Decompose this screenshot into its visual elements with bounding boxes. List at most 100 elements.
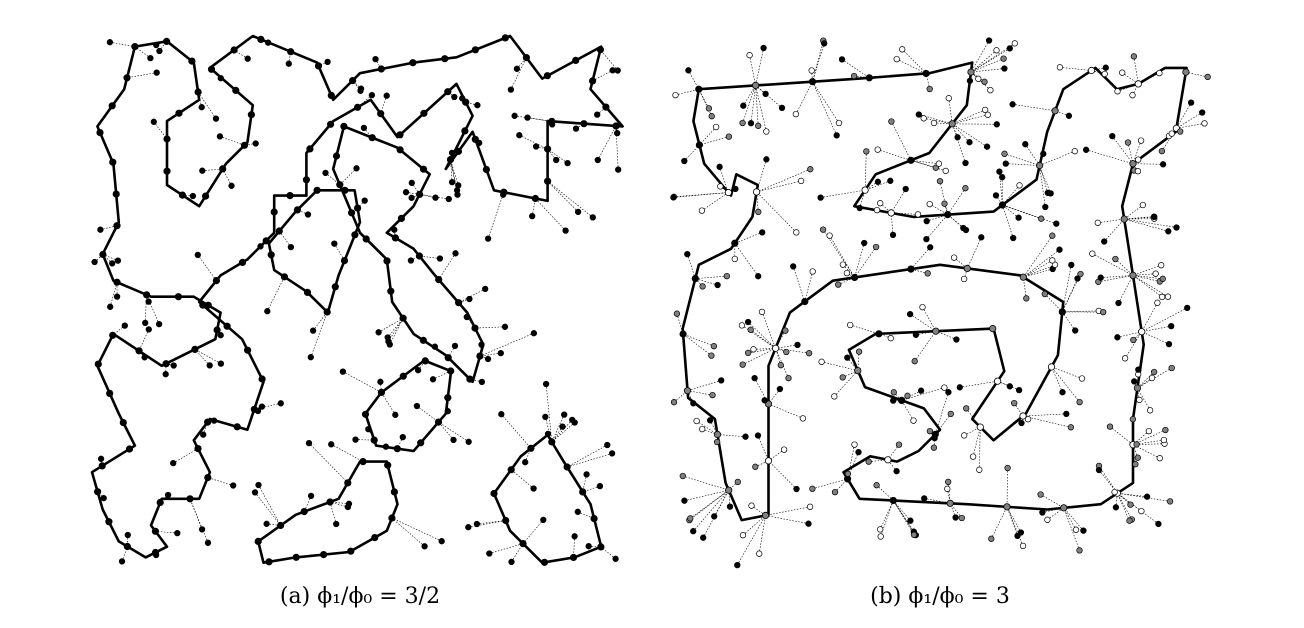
path-node [471,46,479,54]
satellite-link [756,191,797,233]
path-node [695,85,703,93]
path-node [323,308,331,316]
satellite-node [914,211,922,218]
satellite-node [1201,120,1208,127]
satellite-link [207,477,234,486]
satellite-node [844,354,851,361]
satellite-node [835,119,843,127]
satellite-node [850,72,858,80]
path-node [94,360,102,368]
satellite-node [564,159,571,167]
satellite-link [258,484,281,526]
satellite-node [210,417,218,424]
satellite-link [387,318,404,338]
satellite-node [1137,137,1145,144]
satellite-node [1155,520,1162,528]
satellite-node [805,350,813,357]
path-node [434,418,443,426]
path-node [1019,273,1027,281]
path-node [377,388,385,396]
satellite-node [877,533,884,540]
satellite-node [1018,419,1025,427]
satellite-link [1062,278,1078,313]
satellite-link [901,49,927,74]
satellite-node [1106,423,1114,430]
satellite-node [826,232,833,239]
satellite-node [961,432,968,439]
satellite-node [252,140,259,147]
satellite-node [863,148,870,155]
satellite-link [682,333,715,347]
satellite-node [1095,466,1103,474]
path-node [967,68,975,76]
panel-b [664,28,1216,576]
satellite-link [948,98,953,124]
satellite-link [547,148,568,164]
satellite-link [447,345,456,358]
satellite-link [334,243,345,261]
satellite-link [254,492,281,526]
satellite-node [699,425,706,433]
path-node [280,273,288,281]
satellite-node [407,257,415,264]
satellite-node [1199,109,1206,116]
satellite-link [970,58,1004,73]
satellite-node [888,118,895,125]
satellite-node [513,65,521,72]
satellite-link [821,361,858,371]
path-node [151,527,160,535]
satellite-node [873,482,880,489]
satellite-node [844,470,852,477]
satellite-node [783,348,790,356]
satellite-node [1067,424,1075,431]
satellite-link [551,414,565,443]
satellite-node [923,217,930,225]
satellite-link [758,515,766,554]
satellite-node [838,56,846,63]
satellite-node [734,478,741,486]
satellite-link [1185,71,1208,78]
satellite-node [1022,141,1029,148]
satellite-node [1131,378,1138,385]
satellite-node [604,441,611,449]
satellite-node [1154,299,1161,306]
satellite-node [910,417,917,424]
satellite-node [889,231,897,239]
satellite-node [732,185,739,193]
path-node [135,347,143,355]
path-node [341,186,349,194]
satellite-node [1076,547,1083,554]
satellite-node [255,481,262,489]
satellite-node [549,121,556,128]
path-node [247,111,255,119]
satellite-link [692,490,729,532]
path-node [99,250,107,259]
path-node [396,146,404,154]
satellite-link [742,85,756,124]
path-node [946,499,954,507]
satellite-link [970,68,1005,73]
path-node [123,542,132,551]
loop-a-5 [492,433,603,564]
satellite-link [535,198,566,231]
satellite-node [681,497,688,504]
satellite-link [970,71,991,91]
satellite-link [102,254,113,264]
path-node [588,77,597,85]
path-node [548,438,556,446]
path-node [303,288,312,296]
satellite-node [910,531,918,538]
satellite-node [1146,407,1154,414]
path-node [691,275,699,283]
satellite-node [228,182,235,189]
satellite-node [277,400,284,407]
path-node [543,145,552,153]
satellite-node [780,446,788,453]
satellite-link [841,59,870,79]
path-node [419,165,428,173]
path-node [106,389,114,397]
path-node [808,78,817,86]
satellite-node [1168,322,1175,330]
satellite-link [890,212,894,235]
